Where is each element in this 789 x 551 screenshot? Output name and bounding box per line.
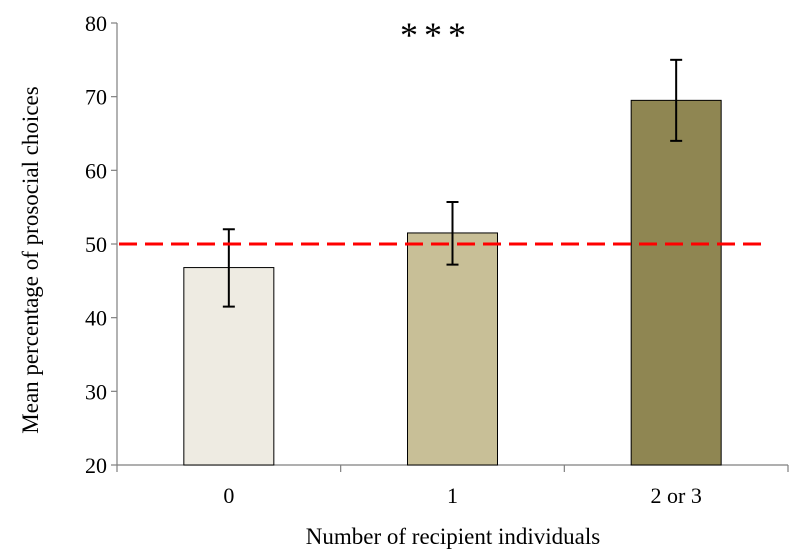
bars <box>183 99 722 466</box>
x-tick-label: 1 <box>447 483 458 508</box>
y-tick-label: 40 <box>85 306 107 331</box>
error-bars <box>222 58 683 308</box>
x-axis-title: Number of recipient individuals <box>306 524 601 549</box>
y-tick-label: 50 <box>85 232 107 257</box>
y-tick-label: 20 <box>85 453 107 478</box>
bar <box>407 232 498 466</box>
y-axis-title: Mean percentage of prosocial choices <box>18 86 43 433</box>
y-tick-label: 80 <box>85 11 107 36</box>
x-tick-label: 0 <box>223 483 234 508</box>
y-tick-label: 30 <box>85 379 107 404</box>
y-axis: 20 30 40 50 60 70 80 <box>85 11 118 478</box>
y-tick-label: 60 <box>85 158 107 183</box>
y-tick-label: 70 <box>85 85 107 110</box>
x-axis: 0 1 2 or 3 <box>116 464 789 508</box>
x-tick-label: 2 or 3 <box>651 483 702 508</box>
significance-annotation: *** <box>400 15 472 55</box>
bar <box>630 99 722 466</box>
